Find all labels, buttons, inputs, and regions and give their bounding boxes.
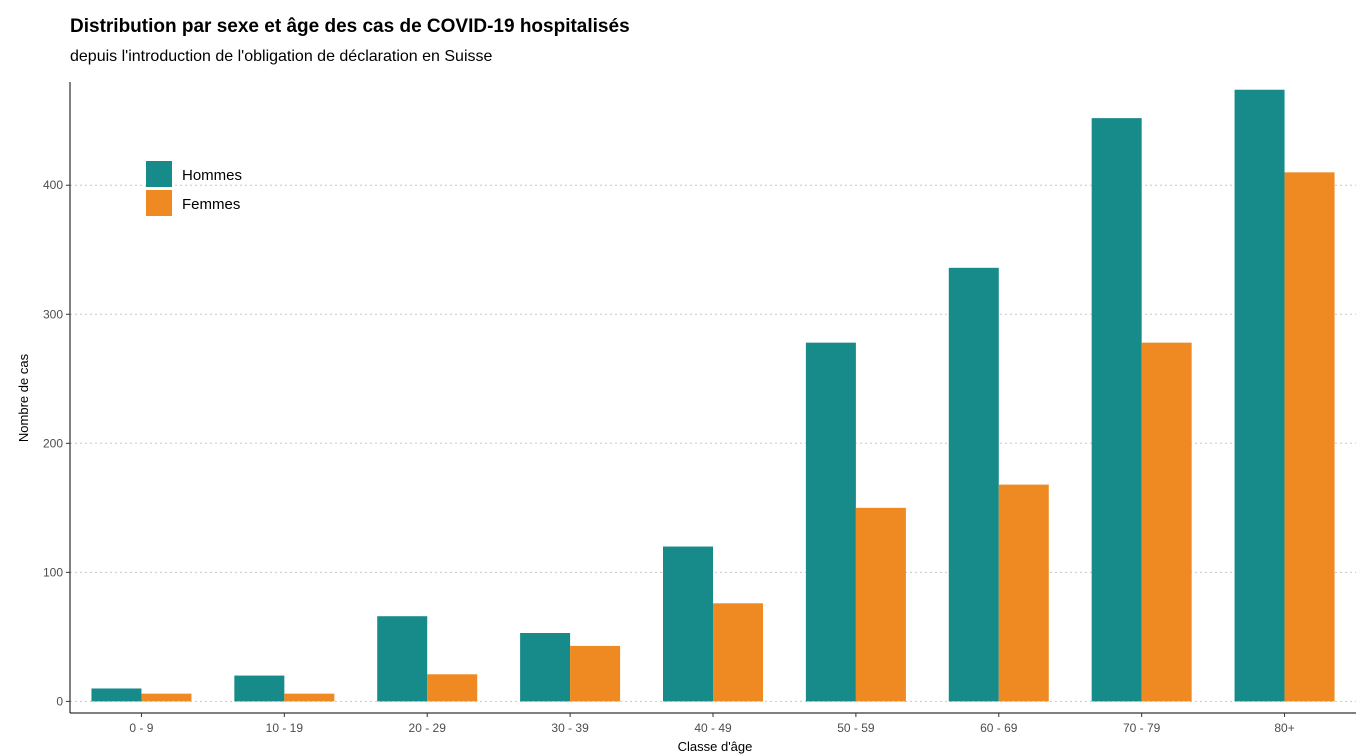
x-tick-label: 10 - 19	[266, 721, 304, 735]
x-tick-label: 0 - 9	[129, 721, 153, 735]
y-tick-label: 400	[43, 178, 63, 192]
chart-title: Distribution par sexe et âge des cas de …	[70, 16, 630, 37]
bar-hommes-4	[663, 546, 713, 702]
bar-femmes-2	[427, 674, 478, 702]
y-tick-label: 300	[43, 307, 63, 321]
bar-hommes-2	[377, 616, 428, 702]
bar-femmes-4	[713, 603, 763, 702]
x-tick-label: 60 - 69	[980, 721, 1018, 735]
bar-femmes-3	[570, 645, 621, 702]
x-axis-label: Classe d'âge	[678, 739, 753, 754]
x-tick-label: 40 - 49	[694, 721, 732, 735]
y-tick-labels: 0 100 200 300 400	[43, 178, 70, 708]
x-tick-labels: 0 - 9 10 - 19 20 - 29 30 - 39 40 - 49 50 - 59…	[129, 713, 1295, 735]
bar-hommes-6	[948, 267, 999, 702]
bar-hommes-5	[805, 342, 856, 702]
bar-hommes-1	[234, 675, 285, 702]
x-tick-label: 20 - 29	[409, 721, 447, 735]
bar-hommes-0	[91, 688, 142, 702]
y-tick-label: 100	[43, 565, 63, 579]
bar-femmes-0	[141, 693, 192, 702]
y-tick-label: 200	[43, 436, 63, 450]
bar-hommes-7	[1091, 118, 1142, 702]
legend: Hommes Femmes	[146, 161, 242, 216]
x-tick-label: 30 - 39	[551, 721, 589, 735]
y-axis-label: Nombre de cas	[16, 353, 31, 442]
bar-hommes-3	[520, 632, 571, 702]
legend-label-femmes: Femmes	[182, 196, 240, 213]
x-tick-label: 50 - 59	[837, 721, 875, 735]
chart-subtitle: depuis l'introduction de l'obligation de…	[70, 48, 493, 65]
legend-swatch-hommes	[146, 161, 172, 187]
bar-femmes-6	[998, 484, 1049, 702]
legend-label-hommes: Hommes	[182, 167, 242, 184]
x-tick-label: 80+	[1274, 721, 1294, 735]
y-tick-label: 0	[56, 694, 63, 708]
bar-femmes-8	[1284, 172, 1335, 702]
bars	[91, 89, 1335, 702]
legend-swatch-femmes	[146, 190, 172, 216]
bar-femmes-1	[284, 693, 335, 702]
bar-femmes-7	[1141, 342, 1192, 702]
x-tick-label: 70 - 79	[1123, 721, 1161, 735]
bar-femmes-5	[855, 507, 906, 702]
bar-hommes-8	[1234, 89, 1285, 702]
